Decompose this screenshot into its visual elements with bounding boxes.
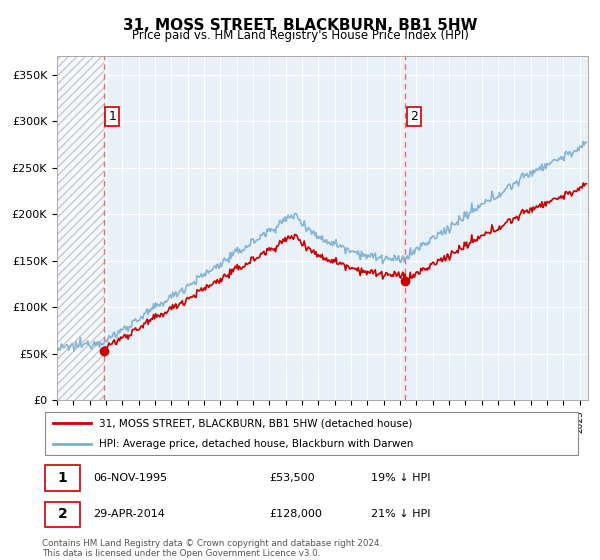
Text: 19% ↓ HPI: 19% ↓ HPI — [371, 473, 431, 483]
Text: £53,500: £53,500 — [269, 473, 314, 483]
FancyBboxPatch shape — [45, 502, 80, 528]
Text: 29-APR-2014: 29-APR-2014 — [94, 510, 165, 519]
Text: 2: 2 — [58, 507, 67, 521]
Text: HPI: Average price, detached house, Blackburn with Darwen: HPI: Average price, detached house, Blac… — [98, 438, 413, 449]
FancyBboxPatch shape — [45, 412, 578, 455]
Text: 31, MOSS STREET, BLACKBURN, BB1 5HW: 31, MOSS STREET, BLACKBURN, BB1 5HW — [123, 18, 477, 33]
Text: 31, MOSS STREET, BLACKBURN, BB1 5HW (detached house): 31, MOSS STREET, BLACKBURN, BB1 5HW (det… — [98, 418, 412, 428]
Text: 2: 2 — [410, 110, 418, 123]
Text: 1: 1 — [58, 471, 67, 485]
Text: 21% ↓ HPI: 21% ↓ HPI — [371, 510, 431, 519]
Text: Contains HM Land Registry data © Crown copyright and database right 2024.
This d: Contains HM Land Registry data © Crown c… — [42, 539, 382, 558]
Text: 06-NOV-1995: 06-NOV-1995 — [94, 473, 167, 483]
Text: 1: 1 — [109, 110, 116, 123]
Text: Price paid vs. HM Land Registry's House Price Index (HPI): Price paid vs. HM Land Registry's House … — [131, 29, 469, 42]
Text: £128,000: £128,000 — [269, 510, 322, 519]
FancyBboxPatch shape — [45, 465, 80, 491]
